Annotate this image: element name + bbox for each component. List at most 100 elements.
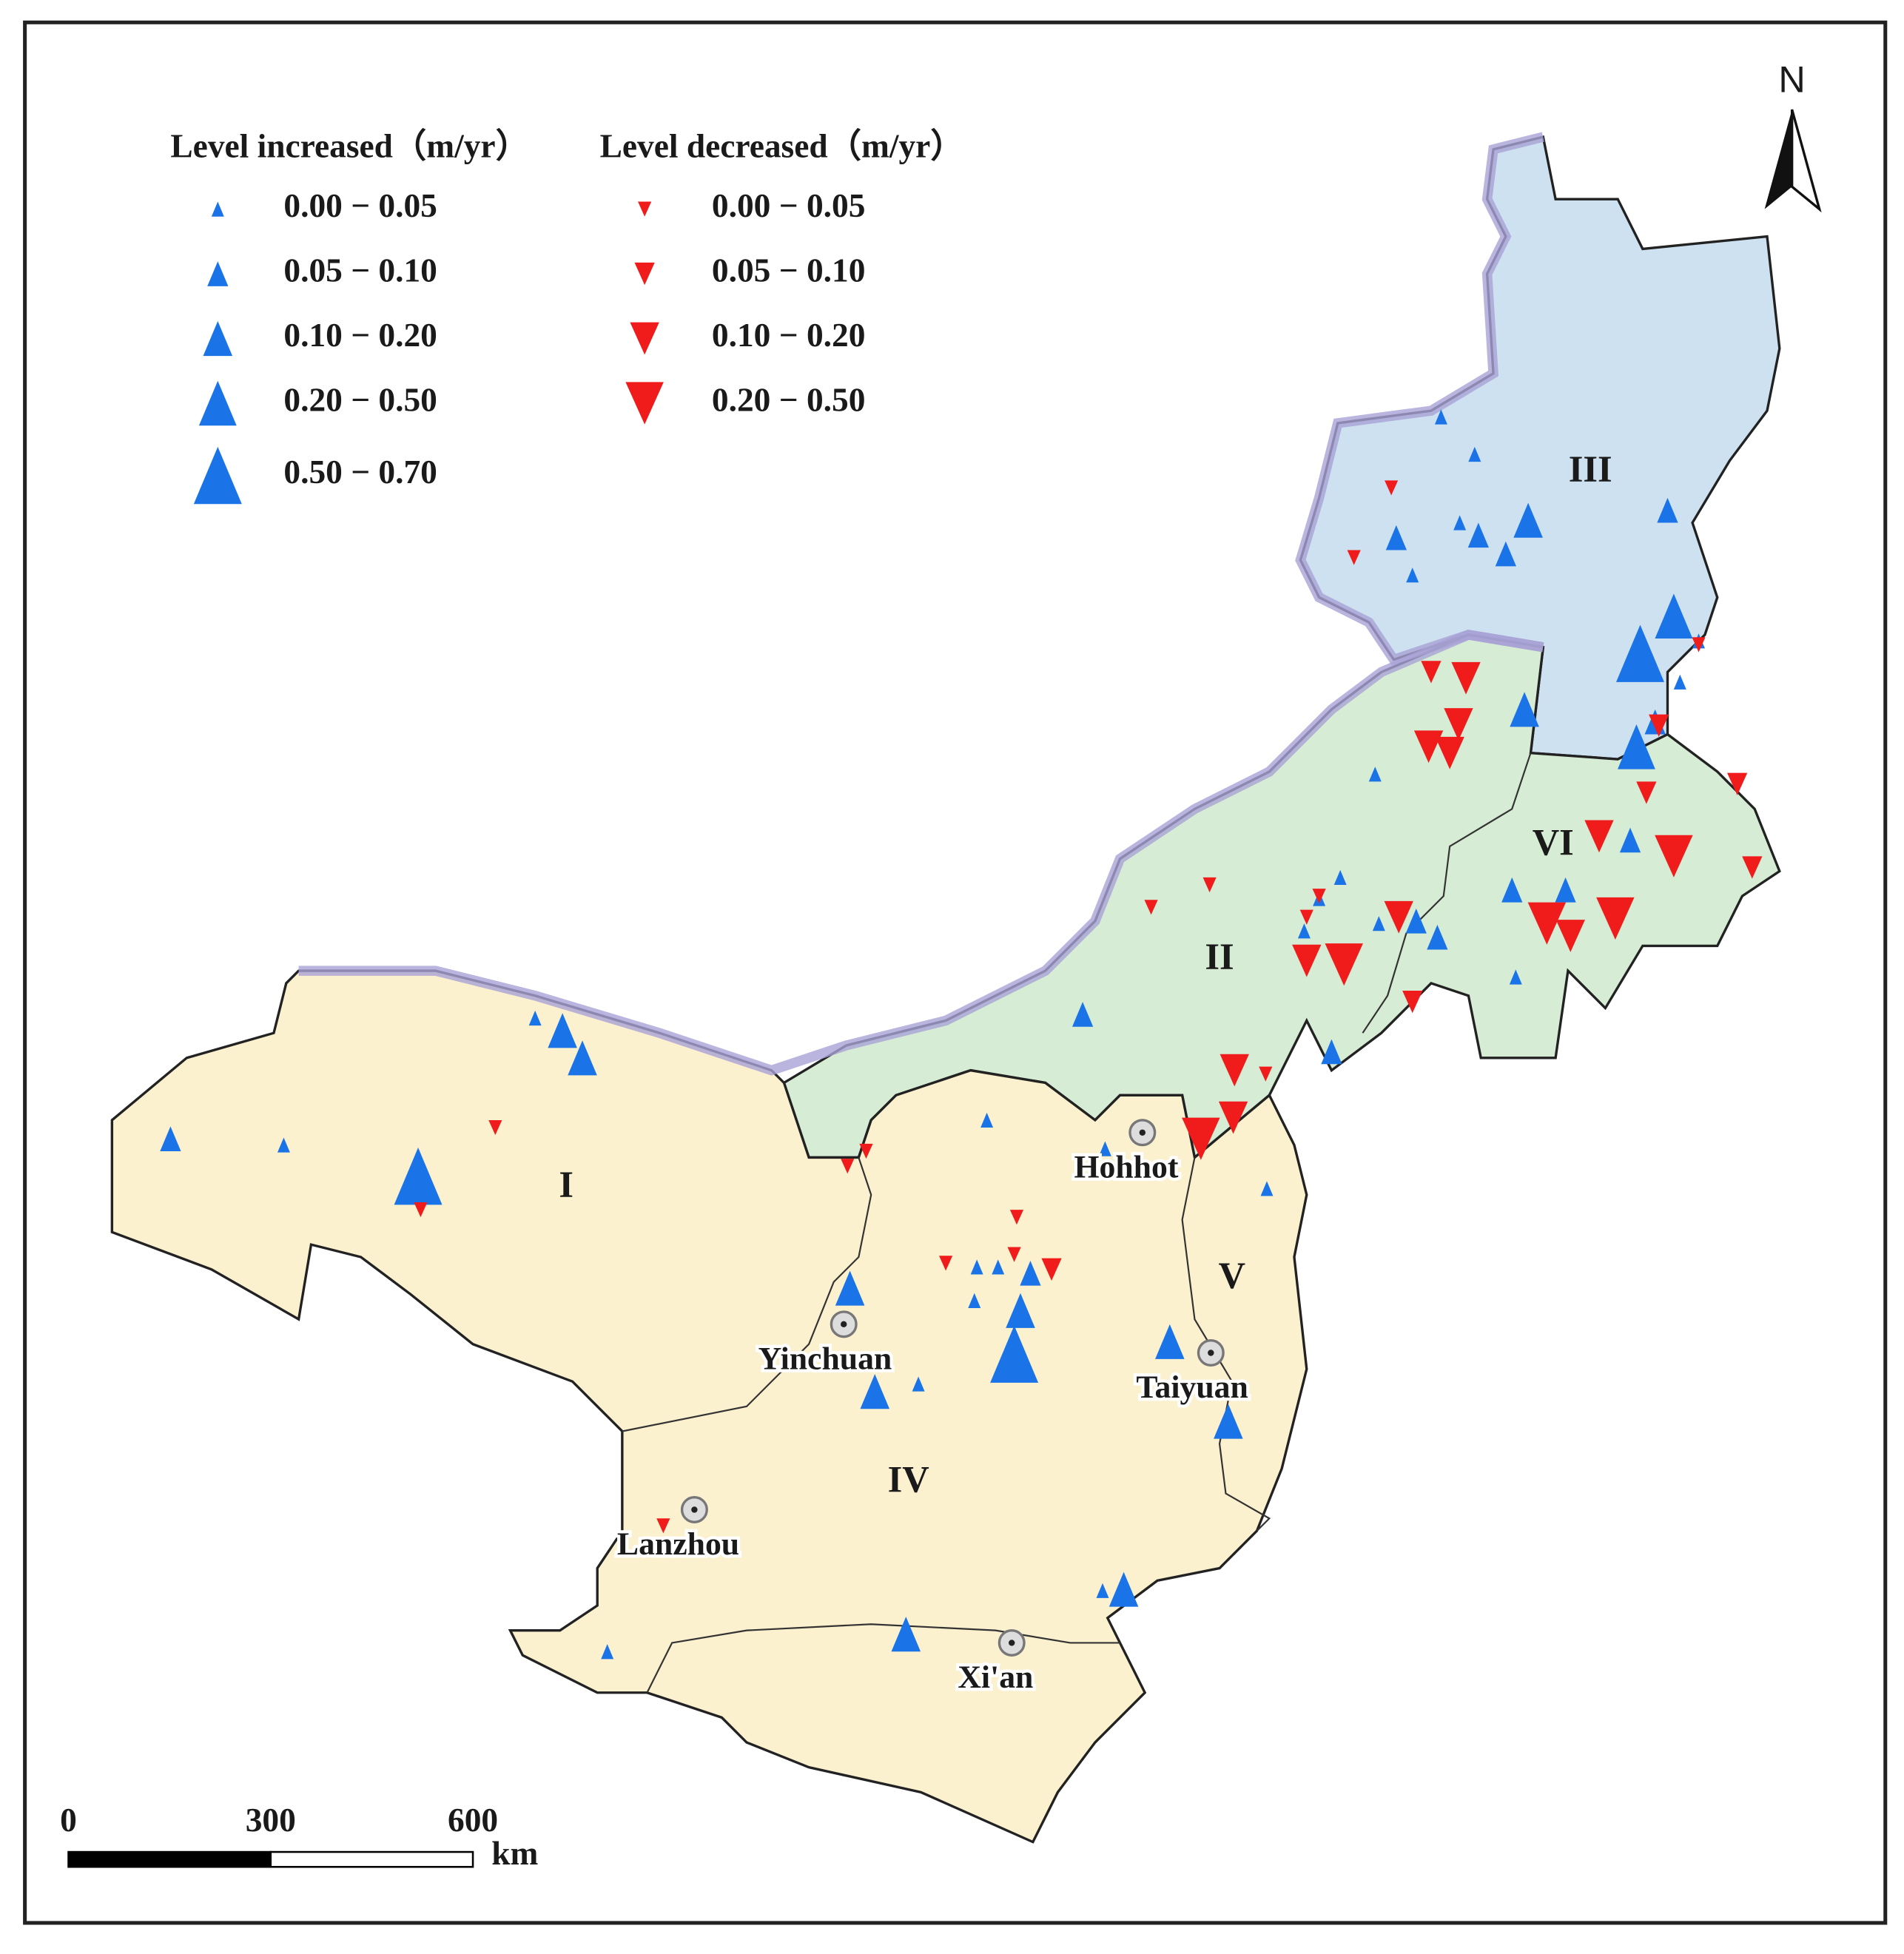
region-label: V [1219, 1255, 1245, 1296]
legend-label: 0.50 − 0.70 [283, 454, 437, 491]
increase-symbol [860, 1374, 890, 1409]
increase-symbol [891, 1617, 921, 1652]
increase-symbol [548, 1013, 577, 1048]
increase-symbol [160, 1126, 181, 1152]
increase-symbol [1321, 1039, 1342, 1065]
legend-title: Level decreased（m/yr） [600, 127, 964, 164]
decrease-symbol [630, 322, 659, 355]
region-label: IV [888, 1459, 929, 1500]
north-label: N [1778, 58, 1805, 100]
decrease-symbol [1649, 714, 1669, 737]
increase-symbol [193, 446, 242, 505]
decrease-symbol [1220, 1054, 1249, 1087]
increase-symbol [980, 1112, 994, 1128]
city-dots [691, 1129, 1214, 1646]
decrease-symbol [1596, 897, 1635, 940]
legend-label: 0.05 − 0.10 [283, 252, 437, 289]
decrease-symbol [1584, 820, 1614, 853]
border [298, 629, 1544, 1076]
scale-label: 0 [60, 1802, 77, 1839]
decrease-symbol [1421, 661, 1442, 684]
decrease-symbol [1451, 661, 1481, 695]
decrease-symbol [1347, 550, 1361, 565]
increase-symbol [394, 1147, 443, 1205]
decrease-symbol [1402, 991, 1423, 1014]
increase-symbol [1297, 923, 1311, 939]
boundary [1362, 752, 1532, 1034]
legend-label: 0.10 − 0.20 [283, 317, 437, 354]
decrease-symbol [638, 201, 652, 217]
scale-segment [269, 1850, 474, 1868]
decrease-symbol [634, 262, 655, 286]
decrease-symbol [1182, 1117, 1220, 1160]
increase-symbol [1333, 869, 1347, 886]
decrease-symbol [1292, 944, 1322, 977]
legend-label: 0.10 − 0.20 [712, 317, 865, 354]
decrease-symbol [1385, 480, 1399, 496]
border [1295, 132, 1544, 666]
decrease-symbol [841, 1159, 855, 1174]
decrease-symbol [1009, 1210, 1024, 1225]
increase-symbol [1619, 827, 1641, 853]
increase-symbol [1405, 908, 1427, 934]
increase-symbol [1020, 1261, 1041, 1286]
decrease-symbol [1218, 1101, 1248, 1134]
increase-symbol [1109, 1571, 1139, 1607]
decrease-symbol [1742, 856, 1763, 879]
increase-symbol [1615, 624, 1664, 682]
decrease-symbol [859, 1143, 873, 1159]
increase-symbol [1385, 525, 1407, 550]
increase-symbol [1368, 767, 1382, 782]
increase-symbol [211, 201, 224, 217]
scale-label: 300 [246, 1802, 296, 1839]
decrease-symbol [625, 382, 664, 425]
increase-symbol [968, 1293, 981, 1308]
decrease-symbol [1655, 835, 1693, 877]
increase-symbol [1555, 877, 1576, 903]
decrease-symbol [1384, 900, 1413, 934]
increase-symbol [1096, 1583, 1109, 1598]
decrease-symbol [1144, 900, 1158, 915]
increase-symbol [528, 1010, 542, 1026]
increase-symbol [1618, 724, 1655, 769]
decrease-symbol [1435, 736, 1464, 769]
decrease-symbol [1041, 1258, 1062, 1281]
legend-label: 0.00 − 0.05 [712, 187, 865, 224]
north-arrow [1790, 109, 1822, 213]
city-dot [1009, 1640, 1015, 1646]
city-dot [691, 1506, 698, 1513]
decrease-symbol [1202, 877, 1217, 893]
increase-symbol [990, 1325, 1039, 1383]
city-label: Xi'an [958, 1660, 1033, 1695]
increase-symbol [970, 1259, 983, 1275]
increase-symbol [1673, 674, 1686, 690]
decrease-symbol [1527, 902, 1567, 945]
boundary [646, 1623, 1120, 1694]
increase-symbol [1427, 924, 1448, 950]
city-label: Hohhot [1074, 1149, 1178, 1185]
decrease-symbol [1007, 1247, 1021, 1262]
increase-symbol [203, 320, 233, 357]
decrease-symbol [939, 1256, 953, 1271]
increase-symbol [568, 1040, 597, 1076]
legend-label: 0.20 − 0.50 [712, 381, 865, 418]
legend-title: Level increased（m/yr） [170, 127, 529, 164]
increase-symbol [1468, 446, 1481, 462]
decrease-symbol [656, 1518, 670, 1534]
scale-label: 600 [448, 1802, 498, 1839]
increase-symbol [912, 1376, 925, 1392]
increase-symbol [1260, 1181, 1274, 1196]
decrease-symbol [1636, 781, 1657, 804]
increase-symbol [1509, 969, 1522, 985]
decrease-symbol [414, 1202, 428, 1218]
increase-symbol [1513, 502, 1543, 538]
decrease-symbol [488, 1119, 502, 1136]
decrease-symbol [1325, 943, 1363, 986]
region-label: III [1569, 448, 1612, 490]
increase-symbol [1495, 541, 1516, 567]
north-arrow [1764, 110, 1792, 209]
decrease-symbol [1692, 637, 1706, 653]
boundary [622, 1157, 872, 1432]
decrease-symbol [1312, 889, 1326, 904]
